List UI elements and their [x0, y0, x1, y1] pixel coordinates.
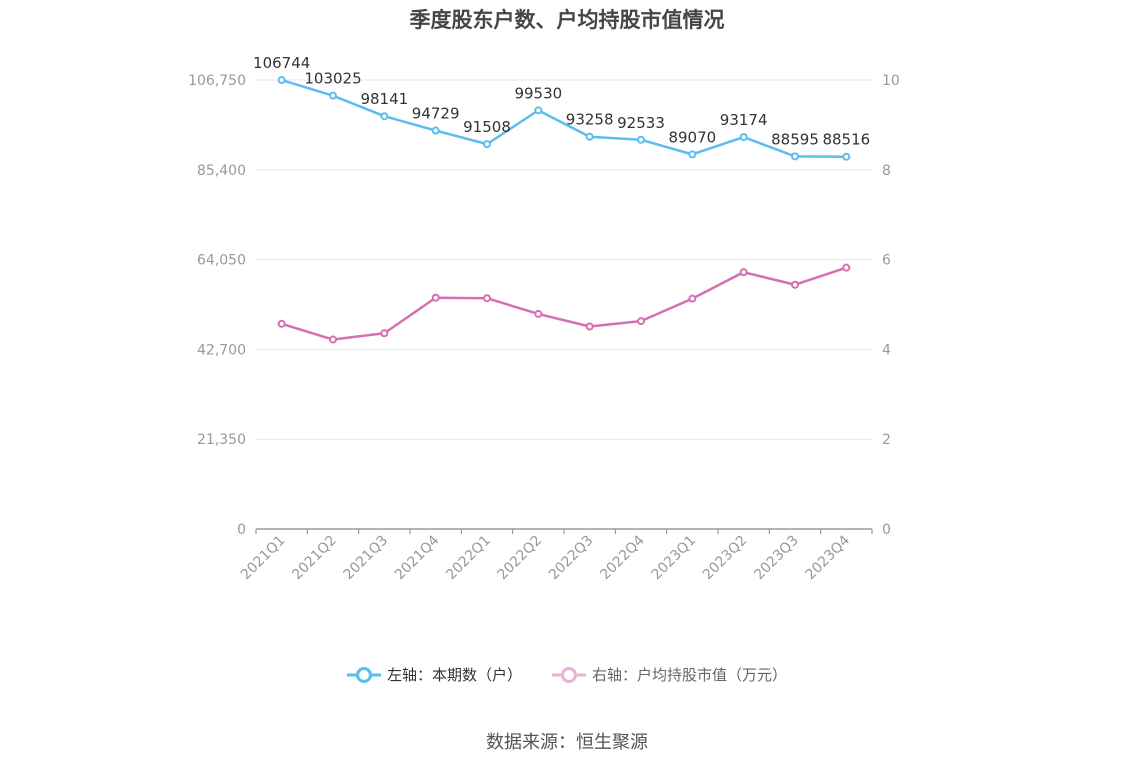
data-point-right	[534, 309, 543, 318]
series-line-right	[281, 266, 847, 341]
right-tick-label: 4	[882, 342, 891, 358]
data-point-left	[329, 91, 337, 100]
legend-swatch-right	[552, 666, 586, 683]
data-point-right	[380, 329, 389, 338]
data-point-left	[842, 152, 851, 161]
series-line-left	[281, 78, 847, 158]
left-axis: 0 21,350 42,700 64,050 85,400 106,750	[188, 73, 246, 538]
right-tick-label: 8	[882, 163, 891, 179]
right-tick-label: 10	[882, 73, 900, 89]
data-point-left	[585, 132, 594, 141]
data-label: 106744	[253, 54, 310, 72]
data-point-right	[637, 317, 645, 326]
data-label: 98141	[360, 90, 408, 108]
data-point-left	[791, 152, 799, 161]
data-point-right	[688, 294, 697, 303]
legend-item-left[interactable]: 左轴：本期数（户）	[346, 664, 522, 685]
left-tick-label: 64,050	[197, 253, 246, 269]
legend-swatch-left	[346, 666, 381, 683]
x-tick-label: 2022Q3	[546, 533, 597, 584]
left-tick-label: 106,750	[188, 73, 246, 89]
data-label: 94729	[412, 105, 460, 123]
data-point-left	[534, 106, 543, 115]
data-label: 91508	[463, 118, 511, 136]
data-label: 99530	[514, 84, 562, 102]
right-tick-label: 6	[882, 253, 891, 269]
data-point-right	[585, 322, 594, 331]
right-tick-label: 0	[882, 522, 891, 538]
x-tick-label: 2021Q1	[238, 533, 289, 584]
legend-label-left: 左轴：本期数（户）	[386, 666, 522, 684]
x-tick-label: 2023Q1	[649, 533, 700, 584]
data-label: 88595	[771, 130, 819, 148]
data-point-right	[329, 335, 337, 344]
data-label: 103025	[304, 70, 361, 88]
data-point-left	[688, 150, 697, 159]
chart-title: 季度股东户数、户均持股市值情况	[409, 8, 725, 32]
data-point-left	[277, 76, 286, 85]
left-tick-label: 0	[237, 522, 246, 538]
data-point-left	[380, 112, 389, 121]
x-tick-label: 2021Q2	[289, 533, 340, 584]
data-point-right	[739, 268, 748, 277]
x-tick-label: 2021Q3	[341, 533, 392, 584]
grid-lines	[256, 79, 872, 440]
x-tick-label: 2021Q4	[392, 532, 443, 583]
legend-label-right: 右轴：户均持股市值（万元）	[592, 666, 788, 684]
data-source: 数据来源：恒生聚源	[486, 732, 648, 753]
left-tick-label: 21,350	[197, 432, 246, 448]
data-point-left	[637, 135, 645, 144]
data-point-right	[483, 294, 491, 303]
line-chart: 0 21,350 42,700 64,050 85,400 106,750 0 2 4 6 8 10…	[188, 54, 900, 584]
right-axis: 0 2 4 6 8 10	[882, 73, 900, 538]
left-tick-label: 42,700	[197, 342, 246, 358]
data-point-right	[791, 280, 799, 289]
x-tick-label: 2022Q1	[443, 533, 494, 584]
data-point-right	[842, 263, 851, 272]
right-tick-label: 2	[882, 432, 891, 448]
data-point-left	[431, 126, 440, 135]
data-point-left	[739, 133, 748, 142]
x-tick-label: 2023Q4	[803, 532, 854, 583]
data-point-left	[483, 140, 491, 149]
data-label: 93174	[720, 111, 768, 129]
data-point-right	[277, 319, 286, 328]
data-label: 93258	[566, 111, 614, 129]
x-axis: 2021Q1 2021Q2 2021Q3 2021Q4 2022Q1 2022Q2 2022…	[238, 528, 873, 584]
x-tick-label: 2023Q3	[751, 533, 802, 584]
data-label: 89070	[668, 128, 716, 146]
x-tick-label: 2022Q2	[495, 533, 546, 584]
x-tick-label: 2022Q4	[597, 532, 648, 583]
left-tick-label: 85,400	[197, 163, 246, 179]
data-label: 88516	[822, 131, 870, 149]
x-tick-label: 2023Q2	[700, 533, 751, 584]
data-point-right	[431, 293, 440, 302]
data-label: 92533	[617, 114, 665, 132]
legend: 左轴：本期数（户） 右轴：户均持股市值（万元）	[0, 664, 1134, 685]
legend-item-right[interactable]: 右轴：户均持股市值（万元）	[552, 664, 787, 685]
